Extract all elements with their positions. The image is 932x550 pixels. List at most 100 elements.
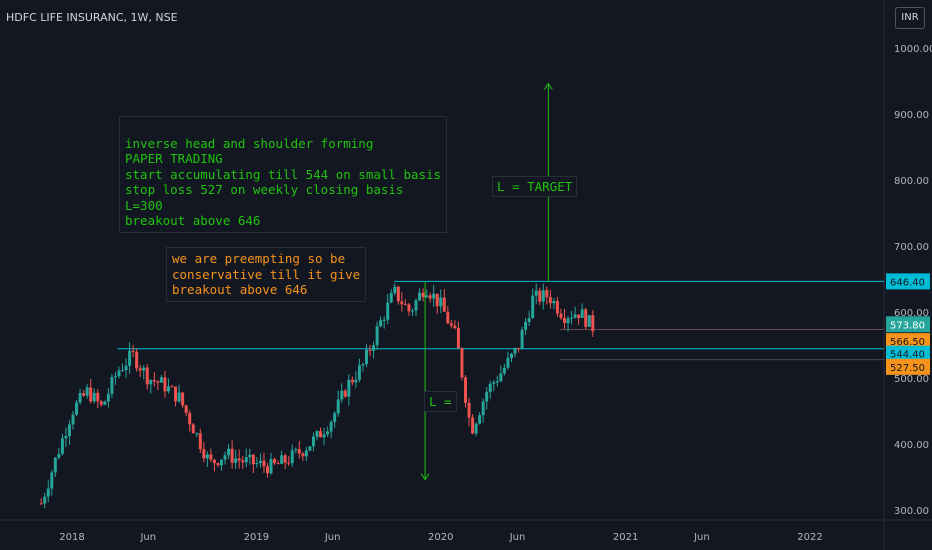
candle-body xyxy=(128,350,132,366)
candle-body xyxy=(205,454,209,459)
price-label-box[interactable] xyxy=(886,333,930,350)
candle-body xyxy=(372,345,376,351)
candle-body xyxy=(393,286,397,294)
candle-body xyxy=(124,365,128,371)
candle-body xyxy=(248,454,252,458)
candle-body xyxy=(474,423,478,434)
candle-body xyxy=(375,326,379,346)
candle-body xyxy=(421,292,425,298)
candle-body xyxy=(527,318,531,322)
chart-title: HDFC LIFE INSURANC, 1W, NSE xyxy=(6,11,178,24)
x-tick-label: Jun xyxy=(509,532,526,543)
candle-body xyxy=(407,304,411,312)
candle-body xyxy=(308,446,312,451)
candle-body xyxy=(517,347,521,349)
candle-body xyxy=(71,414,75,425)
price-label-box[interactable] xyxy=(886,345,930,362)
price-label-text: 527.50 xyxy=(890,363,925,374)
candle-body xyxy=(170,386,174,388)
l-label[interactable]: L = xyxy=(424,391,457,412)
candle-body xyxy=(294,449,298,451)
candle-body xyxy=(290,450,294,464)
orange-note-line: conservative till it give xyxy=(172,266,361,282)
candle-body xyxy=(209,454,213,460)
candle-body xyxy=(456,328,460,349)
candle-body xyxy=(53,457,57,473)
candle-body xyxy=(202,449,206,459)
candle-body xyxy=(326,431,330,435)
x-tick-label: 2019 xyxy=(244,532,269,543)
candle-body xyxy=(555,301,559,314)
candle-body xyxy=(39,503,43,505)
target-label[interactable]: L = TARGET xyxy=(492,176,578,197)
price-label-text: 566.50 xyxy=(890,337,925,348)
y-tick-label: 400.00 xyxy=(894,440,929,451)
candle-body xyxy=(57,453,61,458)
candle-body xyxy=(212,459,216,464)
candle-body xyxy=(541,290,545,302)
price-label-text: 573.80 xyxy=(890,320,925,331)
x-tick-label: 2021 xyxy=(613,532,638,543)
y-tick-label: 900.00 xyxy=(894,110,929,121)
candle-body xyxy=(82,393,86,396)
candle-body xyxy=(389,293,393,303)
candle-body xyxy=(241,460,245,463)
y-tick-label: 300.00 xyxy=(894,506,929,517)
candle-body xyxy=(534,290,538,296)
orange-annotation-note[interactable]: we are preempting so be conservative till… xyxy=(166,247,367,302)
candle-body xyxy=(322,434,326,438)
candle-body xyxy=(99,401,103,405)
candle-body xyxy=(75,402,79,415)
measure-arrow-head xyxy=(420,473,430,481)
candle-body xyxy=(329,421,333,432)
candle-body xyxy=(301,453,305,457)
candle-body xyxy=(357,365,361,380)
candle-body xyxy=(463,377,467,403)
candle-body xyxy=(273,459,277,464)
candle-body xyxy=(587,315,591,327)
x-tick-label: Jun xyxy=(693,532,710,543)
candle-body xyxy=(60,438,64,454)
candle-body xyxy=(159,377,163,383)
candle-body xyxy=(580,309,584,318)
candle-body xyxy=(177,392,181,402)
candle-body xyxy=(297,449,301,454)
green-note-line: start accumulating till 544 on small bas… xyxy=(125,166,442,182)
candle-body xyxy=(570,317,574,319)
candle-body xyxy=(414,300,418,311)
candle-body xyxy=(425,295,429,298)
candle-body xyxy=(46,488,50,497)
x-tick-label: Jun xyxy=(324,532,341,543)
candle-body xyxy=(121,370,125,372)
candle-body xyxy=(280,455,284,464)
price-label-box[interactable] xyxy=(886,273,930,290)
candle-body xyxy=(106,393,110,402)
candle-body xyxy=(50,472,54,489)
orange-note-line: breakout above 646 xyxy=(172,282,308,297)
candle-body xyxy=(166,386,170,392)
y-tick-label: 700.00 xyxy=(894,242,929,253)
candle-body xyxy=(234,458,238,463)
candle-body xyxy=(96,392,100,402)
candle-body xyxy=(545,290,549,298)
price-label-box[interactable] xyxy=(886,358,930,375)
candle-body xyxy=(584,309,588,327)
candle-body xyxy=(382,319,386,321)
candle-body xyxy=(563,317,567,324)
currency-button[interactable]: INR xyxy=(895,7,925,29)
price-label-box[interactable] xyxy=(886,316,930,333)
candle-body xyxy=(89,387,93,402)
candle-body xyxy=(485,391,489,402)
x-tick-label: 2018 xyxy=(59,532,84,543)
candle-body xyxy=(396,286,400,302)
candle-body xyxy=(432,293,436,299)
candle-body xyxy=(216,463,220,466)
candle-body xyxy=(513,347,517,354)
candle-body xyxy=(64,436,68,439)
candle-body xyxy=(492,382,496,384)
measure-arrow-head xyxy=(543,82,553,90)
green-annotation-note[interactable]: inverse head and shoulder forming PAPER T… xyxy=(119,116,448,233)
x-tick-label: 2020 xyxy=(428,532,453,543)
candle-body xyxy=(78,393,82,403)
